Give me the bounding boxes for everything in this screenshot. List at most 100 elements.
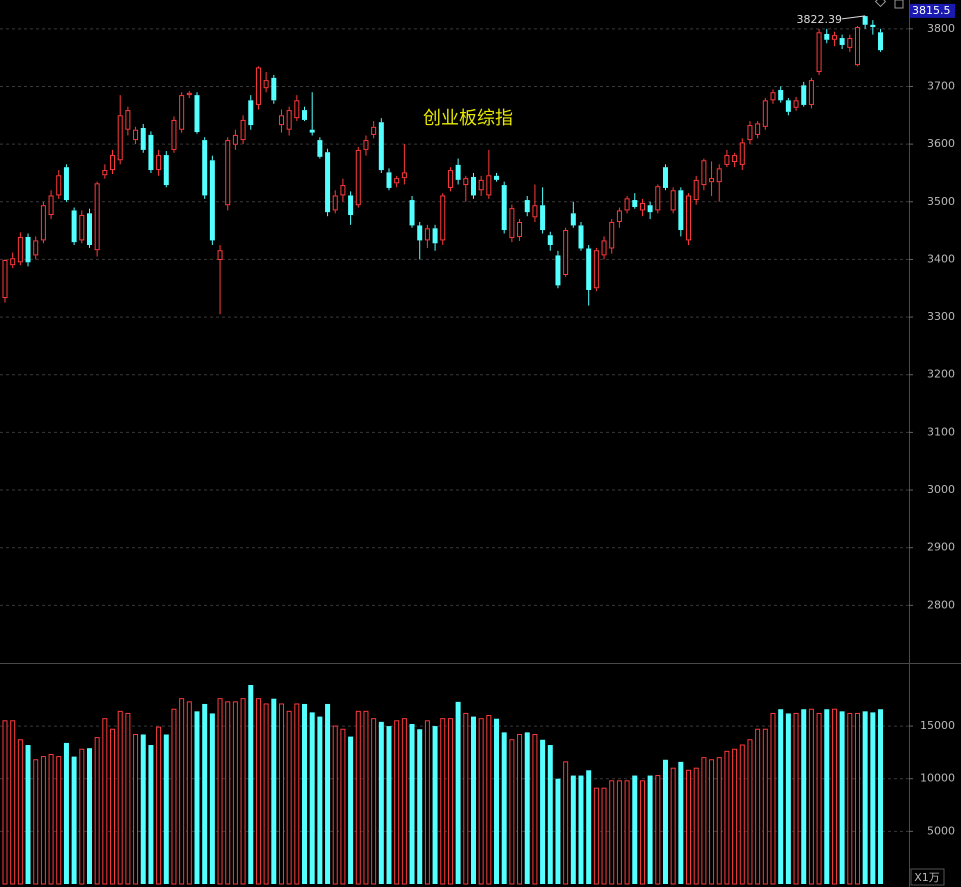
volume-bar: [831, 708, 837, 885]
volume-bar: [79, 748, 85, 885]
volume-bar: [509, 739, 515, 885]
candle-body: [217, 250, 223, 261]
volume-bar: [547, 745, 553, 884]
candle-body: [701, 160, 707, 186]
candle-body: [770, 92, 776, 101]
candle-body: [378, 122, 384, 171]
candle-body: [10, 258, 16, 266]
volume-bar: [739, 744, 745, 885]
volume-bar: [778, 709, 784, 884]
candle-body: [447, 170, 453, 188]
volume-bar: [102, 718, 108, 885]
y-tick-label: 3800: [927, 22, 955, 35]
candle-body: [171, 119, 177, 150]
candle-body: [79, 215, 85, 241]
volume-bar: [440, 718, 446, 885]
volume-bar: [302, 703, 308, 884]
candle-body: [463, 178, 469, 186]
volume-bar: [570, 775, 576, 884]
volume-bar: [71, 756, 77, 884]
volume-bar: [309, 712, 315, 884]
candle-body: [778, 89, 784, 101]
icon-diamond[interactable]: [874, 0, 887, 8]
volume-bar: [424, 720, 430, 885]
volume-bar: [486, 715, 492, 885]
volume-bar: [194, 711, 200, 884]
candle-body: [693, 179, 699, 201]
volume-bar: [785, 713, 791, 884]
candle-body: [709, 178, 715, 183]
candle-body: [662, 167, 668, 188]
volume-bar: [125, 712, 131, 885]
volume-bar: [808, 708, 814, 885]
candle-body: [278, 115, 284, 126]
volume-bar: [232, 701, 238, 885]
volume-bar: [317, 716, 323, 884]
volume-bar: [678, 761, 684, 884]
y-tick-label: 10000: [920, 772, 955, 785]
candle-body: [117, 115, 123, 161]
volume-bar: [517, 733, 523, 885]
candle-body: [739, 142, 745, 165]
y-tick-label: 3300: [927, 310, 955, 323]
volume-bar: [271, 698, 277, 884]
candle-body: [110, 155, 116, 171]
candle-body: [862, 16, 868, 25]
last-price-tag: [910, 3, 955, 18]
volume-bar: [755, 728, 761, 885]
volume-bar: [225, 701, 231, 885]
candle-layer: 3822.39: [2, 13, 884, 315]
candle-body: [424, 228, 430, 241]
candle-body: [440, 195, 446, 241]
y-tick-label: 3100: [927, 425, 955, 438]
candle-body: [724, 155, 730, 165]
volume-bar: [455, 701, 461, 884]
icon-box[interactable]: [894, 0, 904, 9]
candle-body: [232, 134, 238, 145]
volume-bar: [325, 703, 331, 884]
volume-bar: [294, 703, 300, 885]
candle-body: [240, 119, 246, 141]
candle-body: [854, 27, 860, 66]
volume-bar: [48, 753, 54, 885]
volume-bar: [378, 721, 384, 884]
candle-body: [555, 255, 561, 286]
volume-bar: [532, 733, 538, 885]
volume-bar: [363, 710, 369, 885]
volume-unit-label: X1万: [914, 871, 940, 884]
y-tick-label: 5000: [927, 824, 955, 837]
volume-bar: [470, 716, 476, 884]
volume-bar: [278, 703, 284, 885]
volume-bar: [401, 718, 407, 885]
volume-bar: [793, 712, 799, 885]
candle-body: [563, 230, 569, 276]
volume-bar: [709, 759, 715, 885]
candle-body: [470, 176, 476, 196]
volume-bar: [286, 710, 292, 885]
volume-bar: [655, 775, 661, 885]
volume-bar: [801, 709, 807, 884]
volume-bar: [2, 720, 8, 885]
candle-body: [601, 240, 607, 256]
candle-body: [655, 186, 661, 211]
volume-bar: [209, 713, 215, 884]
volume-bar: [847, 712, 853, 885]
candle-body: [478, 179, 484, 191]
y-tick-label: 3400: [927, 252, 955, 265]
candle-body: [94, 183, 100, 251]
y-tick-label: 15000: [920, 719, 955, 732]
candle-body: [417, 225, 423, 241]
volume-bar: [117, 710, 123, 885]
candle-body: [86, 213, 92, 246]
candle-body: [609, 221, 615, 249]
candle-body: [202, 140, 208, 196]
volume-bar: [217, 698, 223, 885]
volume-bar: [56, 756, 62, 885]
volume-bar: [371, 718, 377, 885]
volume-bar: [148, 745, 154, 884]
volume-bar: [40, 756, 46, 885]
candle-body: [616, 210, 622, 222]
candle-body: [63, 167, 69, 201]
candle-body: [248, 100, 254, 126]
